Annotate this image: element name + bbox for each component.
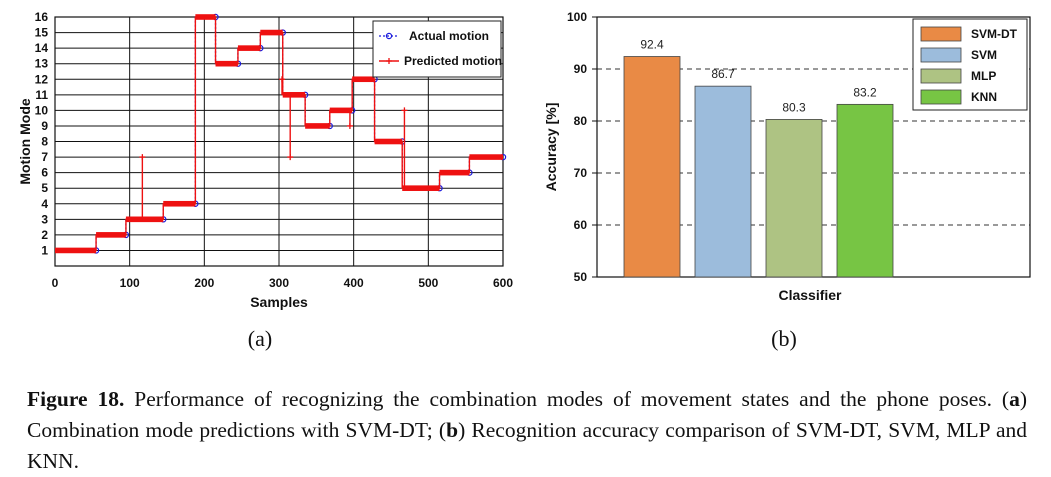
caption-b: b: [446, 418, 459, 442]
predicted-segment: [352, 76, 375, 83]
y-tick-label: 2: [41, 228, 48, 242]
y-tick-label: 14: [35, 41, 49, 55]
legend-label: MLP: [971, 69, 996, 83]
x-tick-label: 100: [120, 276, 140, 290]
caption-text: Performance of recognizing the combinati…: [124, 387, 1010, 411]
y-tick-label: 13: [35, 57, 49, 71]
legend-actual-marker: [385, 32, 393, 40]
y-tick-label: 8: [41, 135, 48, 149]
caption-a: a: [1009, 387, 1020, 411]
series-predicted-motion: [55, 16, 503, 252]
data-label: 86.7: [711, 67, 735, 81]
bar-knn: [836, 103, 894, 278]
legend-label: SVM-DT: [971, 27, 1018, 41]
y-tick-label: 15: [35, 26, 49, 40]
x-tick-label: 500: [418, 276, 438, 290]
y-tick-label: 10: [35, 103, 49, 117]
legend-actual-label: Actual motion: [409, 29, 489, 43]
legend-swatch: [920, 26, 962, 42]
legend-predicted-marker: [386, 58, 392, 64]
x-tick-label: 600: [493, 276, 513, 290]
bar-svm-dt: [623, 56, 681, 278]
legend-label: SVM: [971, 48, 997, 62]
y-tick-label: 7: [41, 150, 48, 164]
bar-mlp: [765, 119, 823, 278]
y-tick-label: 9: [41, 119, 48, 133]
y-axis-label: Motion Mode: [17, 98, 33, 185]
predicted-segment: [163, 200, 196, 207]
x-axis-label-b: Classifier: [778, 287, 842, 303]
y-tick-label: 11: [35, 88, 48, 102]
x-tick-label: 400: [344, 276, 364, 290]
legend-swatch: [920, 68, 962, 84]
bar-svm: [694, 85, 752, 278]
predicted-segment: [55, 247, 97, 254]
y-tick-label: 16: [35, 10, 49, 24]
predicted-segment: [469, 154, 503, 160]
predicted-segment: [329, 107, 353, 114]
caption-label: Figure 18.: [27, 387, 125, 411]
predicted-spike-marker: [346, 122, 353, 129]
panel-label-b: (b): [771, 326, 797, 351]
y-tick-label-b: 90: [574, 62, 588, 76]
y-tick-label-b: 50: [574, 270, 588, 284]
x-tick-label: 200: [194, 276, 214, 290]
y-tick-label: 12: [35, 72, 49, 86]
y-tick-label-b: 60: [574, 218, 588, 232]
x-tick-label: 0: [52, 276, 59, 290]
y-tick-label: 4: [41, 197, 48, 211]
legend-label: KNN: [971, 90, 997, 104]
y-tick-label: 1: [41, 243, 48, 257]
legend-box: [372, 20, 502, 78]
x-axis-label: Samples: [250, 294, 308, 310]
predicted-segment: [96, 232, 126, 238]
predicted-segment: [237, 45, 261, 51]
predicted-segment: [260, 29, 283, 36]
figure-caption: Figure 18. Performance of recognizing th…: [27, 384, 1027, 477]
caption-text-b: ) Recognition accuracy comparison of SVM…: [27, 418, 1027, 473]
legend-swatch: [920, 47, 962, 63]
y-tick-label: 5: [41, 181, 48, 195]
y-tick-label: 6: [41, 166, 48, 180]
predicted-spike-marker: [139, 154, 146, 161]
data-label: 92.4: [640, 38, 664, 52]
predicted-segment: [374, 138, 403, 145]
predicted-spike-marker: [401, 107, 408, 114]
predicted-spike-marker: [287, 154, 294, 161]
predicted-segment: [305, 123, 330, 129]
predicted-segment: [125, 216, 164, 223]
accuracy-bar-chart: 50 60 70 80 90 100 92.4 86.7 80.3 83.2 Classifier A…: [543, 10, 1031, 351]
legend-predicted-label: Predicted motion: [404, 54, 502, 68]
plot-frame: [54, 16, 504, 267]
y-tick-label-b: 100: [567, 10, 587, 24]
data-label: 80.3: [782, 100, 806, 114]
data-label: 83.2: [853, 85, 877, 99]
y-tick-label-b: 70: [574, 166, 588, 180]
predicted-segment: [282, 92, 306, 98]
predicted-segment: [195, 14, 216, 20]
predicted-spike-marker: [278, 76, 285, 83]
y-axis-label-b: Accuracy [%]: [543, 103, 559, 192]
predicted-segment: [402, 185, 440, 191]
predicted-segment: [439, 169, 470, 176]
caption-text-a: ) Combination mode predictions with SVM-…: [27, 387, 1027, 442]
y-tick-label: 3: [41, 212, 48, 226]
panel-label-a: (a): [248, 326, 272, 351]
x-tick-label: 300: [269, 276, 289, 290]
legend-swatch: [920, 89, 962, 105]
predicted-segment: [215, 60, 238, 67]
y-tick-label-b: 80: [574, 114, 588, 128]
